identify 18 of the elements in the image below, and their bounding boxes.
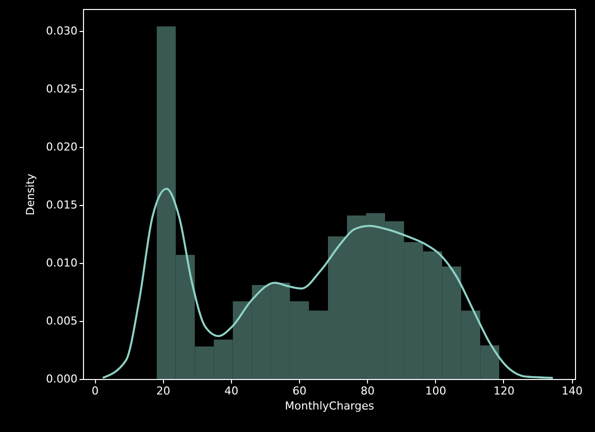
x-tick-label: 120 <box>493 384 514 398</box>
y-tick-label: 0.020 <box>46 140 78 154</box>
x-tick-label: 80 <box>360 384 375 398</box>
y-tick-label: 0.025 <box>46 82 78 96</box>
y-axis-title: Density <box>24 173 38 216</box>
x-axis-title: MonthlyCharges <box>284 400 374 412</box>
x-tick-label: 0 <box>92 384 99 398</box>
y-tick-label: 0.030 <box>46 24 78 38</box>
line-series <box>102 188 554 379</box>
y-tick-label: 0.005 <box>46 314 78 328</box>
x-tick-label: 20 <box>156 384 170 398</box>
x-tick-label: 100 <box>425 384 446 398</box>
y-tick-label: 0.000 <box>46 372 78 386</box>
y-tick-label: 0.015 <box>46 198 78 212</box>
x-tick-label: 40 <box>224 384 238 398</box>
y-tick-label: 0.010 <box>46 256 78 270</box>
x-tick-label: 140 <box>562 384 583 398</box>
x-tick-label: 60 <box>292 384 307 398</box>
